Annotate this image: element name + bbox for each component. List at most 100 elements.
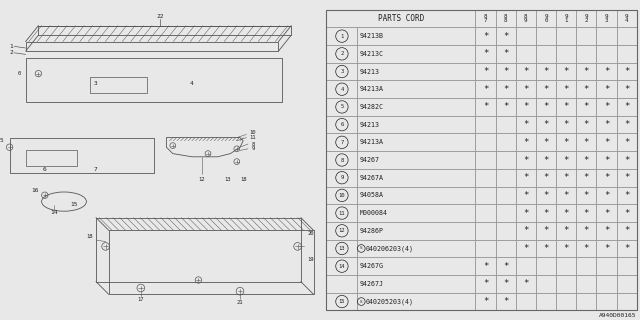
Text: *: * — [624, 226, 629, 235]
Text: A940D00165: A940D00165 — [599, 313, 637, 318]
Text: *: * — [523, 102, 529, 111]
Bar — [326, 63, 357, 80]
Bar — [476, 169, 495, 187]
Bar — [576, 80, 596, 98]
Text: 19: 19 — [307, 257, 314, 262]
Bar — [556, 133, 576, 151]
Bar — [495, 80, 516, 98]
Text: *: * — [604, 67, 609, 76]
Text: *: * — [543, 173, 548, 182]
Text: 8: 8 — [340, 157, 344, 163]
Text: 13: 13 — [224, 177, 230, 182]
Bar — [326, 98, 357, 116]
Bar — [326, 222, 357, 240]
Bar — [616, 80, 637, 98]
Bar — [357, 222, 476, 240]
Text: 18: 18 — [86, 234, 93, 239]
Bar — [596, 133, 616, 151]
Text: 4: 4 — [190, 81, 194, 86]
Bar — [516, 151, 536, 169]
Bar — [596, 187, 616, 204]
Text: 94213A: 94213A — [360, 139, 384, 145]
Text: *: * — [604, 226, 609, 235]
Bar — [556, 151, 576, 169]
Text: 9: 9 — [340, 175, 344, 180]
Bar — [516, 63, 536, 80]
Bar — [476, 98, 495, 116]
Text: 040205203(4): 040205203(4) — [366, 298, 414, 305]
Text: *: * — [624, 67, 629, 76]
Text: 3: 3 — [94, 81, 98, 86]
Bar — [357, 187, 476, 204]
Text: M000084: M000084 — [360, 210, 388, 216]
Bar — [26, 150, 77, 166]
Bar — [576, 133, 596, 151]
Bar — [476, 151, 495, 169]
Bar — [326, 10, 476, 27]
Bar — [556, 116, 576, 133]
Bar — [596, 80, 616, 98]
Bar — [576, 293, 596, 310]
Bar — [495, 275, 516, 293]
Bar — [536, 204, 556, 222]
Text: *: * — [503, 32, 508, 41]
Bar — [556, 275, 576, 293]
Text: 15: 15 — [339, 299, 345, 304]
Text: *: * — [604, 244, 609, 253]
Bar — [326, 27, 357, 45]
Bar — [357, 240, 476, 257]
Bar — [616, 10, 637, 27]
Bar — [476, 63, 495, 80]
Bar — [326, 151, 357, 169]
Bar — [326, 293, 357, 310]
Text: *: * — [563, 191, 569, 200]
Text: 94267A: 94267A — [360, 175, 384, 181]
Bar — [536, 187, 556, 204]
Bar — [476, 257, 495, 275]
Bar — [326, 116, 357, 133]
Bar — [495, 10, 516, 27]
Bar — [616, 27, 637, 45]
Bar — [357, 80, 476, 98]
Bar — [596, 10, 616, 27]
Bar — [576, 63, 596, 80]
Text: 22: 22 — [156, 13, 164, 19]
Bar — [476, 45, 495, 63]
Text: *: * — [543, 244, 548, 253]
Text: *: * — [543, 138, 548, 147]
Bar — [556, 187, 576, 204]
Text: *: * — [483, 67, 488, 76]
Bar — [556, 257, 576, 275]
Bar — [495, 63, 516, 80]
Bar — [357, 133, 476, 151]
Bar — [476, 10, 495, 27]
Text: *: * — [604, 138, 609, 147]
Bar — [476, 27, 495, 45]
Text: *: * — [584, 85, 589, 94]
Text: *: * — [624, 209, 629, 218]
Bar — [616, 187, 637, 204]
Text: 10: 10 — [250, 130, 256, 135]
Text: *: * — [604, 102, 609, 111]
Bar — [516, 187, 536, 204]
Text: *: * — [523, 156, 529, 164]
Bar — [556, 204, 576, 222]
Text: *: * — [604, 191, 609, 200]
Text: 15: 15 — [70, 202, 77, 207]
Text: *: * — [503, 297, 508, 306]
Bar — [596, 293, 616, 310]
Text: *: * — [543, 226, 548, 235]
Text: 11: 11 — [250, 135, 256, 140]
Bar — [596, 169, 616, 187]
Text: 20: 20 — [307, 231, 314, 236]
Bar — [495, 222, 516, 240]
Bar — [357, 204, 476, 222]
Text: *: * — [523, 209, 529, 218]
Text: 8
7: 8 7 — [484, 14, 487, 23]
Bar — [596, 151, 616, 169]
Text: *: * — [523, 120, 529, 129]
Text: 14: 14 — [51, 210, 58, 215]
Bar — [495, 27, 516, 45]
Text: 16: 16 — [31, 188, 39, 193]
Text: *: * — [584, 173, 589, 182]
